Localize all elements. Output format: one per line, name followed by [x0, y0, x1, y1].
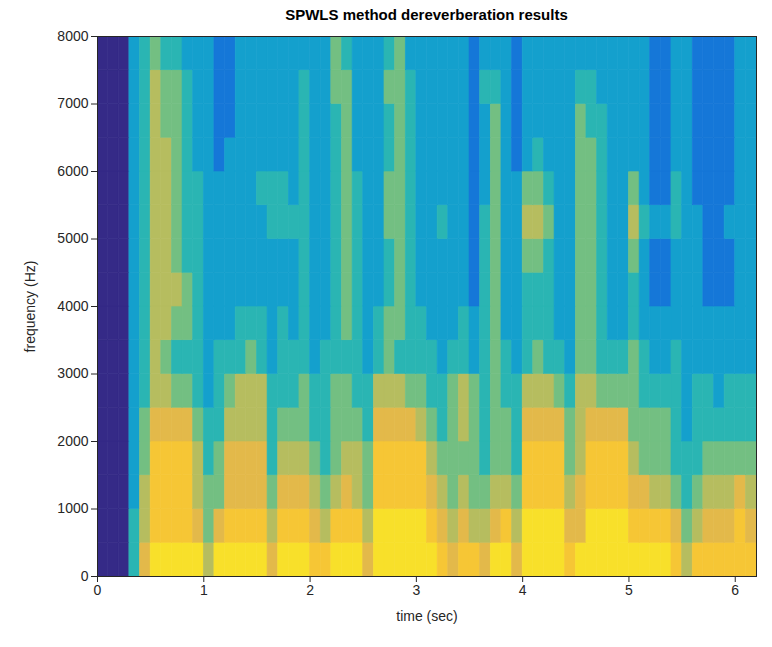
svg-text:3000: 3000	[57, 365, 88, 381]
svg-text:5000: 5000	[57, 230, 88, 246]
svg-text:6000: 6000	[57, 163, 88, 179]
html-text:SPWLS method dereverberation r: SPWLS method dereverberation results	[285, 6, 568, 23]
svg-text:2: 2	[306, 582, 314, 598]
svg-text:7000: 7000	[57, 95, 88, 111]
svg-text:3: 3	[412, 582, 420, 598]
svg-text:1: 1	[200, 582, 208, 598]
svg-text:time (sec): time (sec)	[396, 608, 457, 624]
svg-text:2000: 2000	[57, 433, 88, 449]
svg-text:4: 4	[519, 582, 527, 598]
svg-text:6: 6	[731, 582, 739, 598]
svg-text:5: 5	[625, 582, 633, 598]
svg-text:frequency (Hz): frequency (Hz)	[22, 261, 38, 353]
svg-text:8000: 8000	[57, 28, 88, 44]
svg-text:0: 0	[81, 568, 89, 584]
svg-text:1000: 1000	[57, 500, 88, 516]
svg-text:0: 0	[94, 582, 102, 598]
svg-text:4000: 4000	[57, 298, 88, 314]
